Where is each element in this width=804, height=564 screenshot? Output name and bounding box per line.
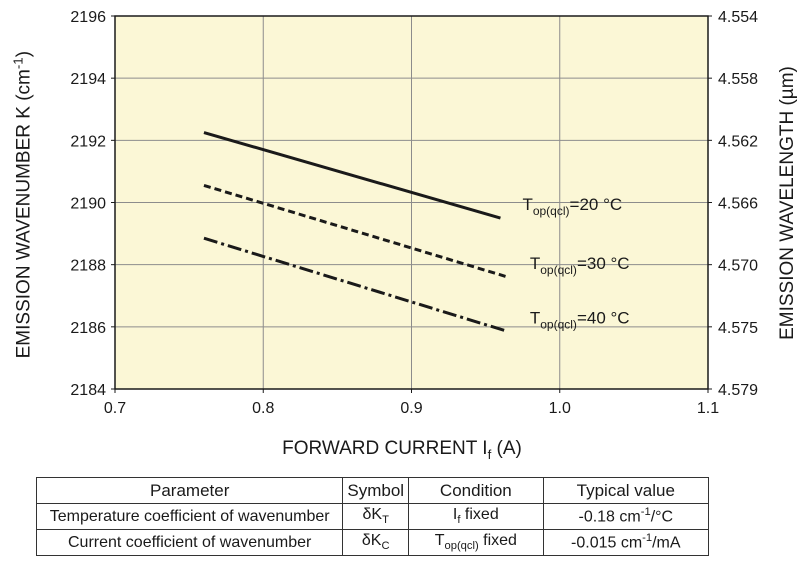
cell-parameter: Current coefficient of wavenumber <box>35 529 344 556</box>
x-tick-label: 0.7 <box>104 400 126 417</box>
value-sup: -1 <box>640 506 651 519</box>
cell-symbol: δKT <box>342 503 410 530</box>
y-tick-label-right: 4.566 <box>718 196 758 213</box>
value-sup: -1 <box>642 532 653 545</box>
y-axis-title-left-end: ) <box>13 50 35 58</box>
series-label-2: Top(qcl)=30 °C <box>530 254 630 277</box>
condition-sub: op(qcl) <box>444 540 479 553</box>
y-tick-label-right: 4.579 <box>718 382 758 399</box>
y-tick-label-left: 2184 <box>70 382 106 399</box>
condition-tail: fixed <box>460 506 499 524</box>
y-tick-label-left: 2186 <box>70 320 106 337</box>
cell-condition: Top(qcl) fixed <box>408 529 544 556</box>
series-line-1 <box>203 131 501 220</box>
series-label-1: Top(qcl)=20 °C <box>522 195 622 218</box>
y-axis-title-left-text: EMISSION WAVENUMBER K (cm <box>13 69 35 359</box>
parameter-table: Parameter Symbol Condition Typical value… <box>35 477 710 556</box>
header-condition: Condition <box>408 477 544 504</box>
x-axis-title: FORWARD CURRENT If (A) <box>0 438 804 462</box>
condition-tail: fixed <box>478 532 517 550</box>
y-tick-label-left: 2188 <box>70 258 106 275</box>
cell-condition: If fixed <box>408 503 544 530</box>
y-axis-title-left: EMISSION WAVENUMBER K (cm-1) <box>10 0 35 415</box>
header-symbol: Symbol <box>342 477 410 504</box>
symbol-main: δK <box>361 532 382 550</box>
value-main: -0.015 cm <box>571 534 643 552</box>
y-tick-label-right: 4.554 <box>718 9 758 26</box>
series-label-3: Top(qcl)=40 °C <box>530 308 630 331</box>
table-row: Current coefficient of wavenumber δKC To… <box>35 529 710 556</box>
value-tail: /mA <box>652 534 681 552</box>
x-axis-title-text: FORWARD CURRENT I <box>282 438 488 459</box>
cell-typical-value: -0.18 cm-1/°C <box>542 503 710 530</box>
x-axis-title-sub: f <box>487 446 492 462</box>
cell-typical-value: -0.015 cm-1/mA <box>542 529 710 556</box>
symbol-main: δK <box>362 506 383 524</box>
y-tick-label-right: 4.570 <box>718 258 758 275</box>
table-row: Temperature coefficient of wavenumber δK… <box>35 503 710 530</box>
wavenumber-chart: 0.7 0.8 0.9 1.0 1.1 2184 4.579 2186 4.575 2188 4.5… <box>70 9 758 417</box>
y-tick-label-left: 2192 <box>70 133 106 150</box>
value-tail: /°C <box>650 508 674 526</box>
series-line-2 <box>203 183 509 279</box>
y-axis-title-right: EMISSION WAVELENGTH (µm) <box>777 0 799 413</box>
y-tick-label-right: 4.575 <box>718 320 758 337</box>
table-header-row: Parameter Symbol Condition Typical value <box>35 477 710 504</box>
y-tick-label-left: 2196 <box>70 9 106 26</box>
plot-frame <box>114 15 709 390</box>
y-tick-label-right: 4.558 <box>718 71 758 88</box>
condition-main: T <box>434 532 445 550</box>
x-tick-label: 0.8 <box>252 400 274 417</box>
condition-main: I <box>452 506 458 524</box>
cell-symbol: δKC <box>342 529 410 556</box>
y-tick-label-left: 2190 <box>70 196 106 213</box>
y-axis-title-right-text: EMISSION WAVELENGTH (µm) <box>777 66 798 340</box>
x-axis-title-unit: (A) <box>491 438 522 459</box>
cell-parameter: Temperature coefficient of wavenumber <box>35 503 344 530</box>
header-typical-value: Typical value <box>542 477 710 504</box>
condition-sub: f <box>457 514 461 527</box>
symbol-sub: T <box>382 514 389 527</box>
symbol-sub: C <box>381 540 390 553</box>
y-tick-label-right: 4.562 <box>718 133 758 150</box>
series-line-3 <box>203 236 509 333</box>
x-tick-label: 1.0 <box>549 400 571 417</box>
header-parameter: Parameter <box>35 477 344 504</box>
y-tick-label-left: 2194 <box>70 71 106 88</box>
x-tick-label: 1.1 <box>697 400 719 417</box>
y-axis-title-left-sup: -1 <box>10 57 26 70</box>
value-main: -0.18 cm <box>578 508 641 526</box>
x-tick-label: 0.9 <box>400 400 422 417</box>
